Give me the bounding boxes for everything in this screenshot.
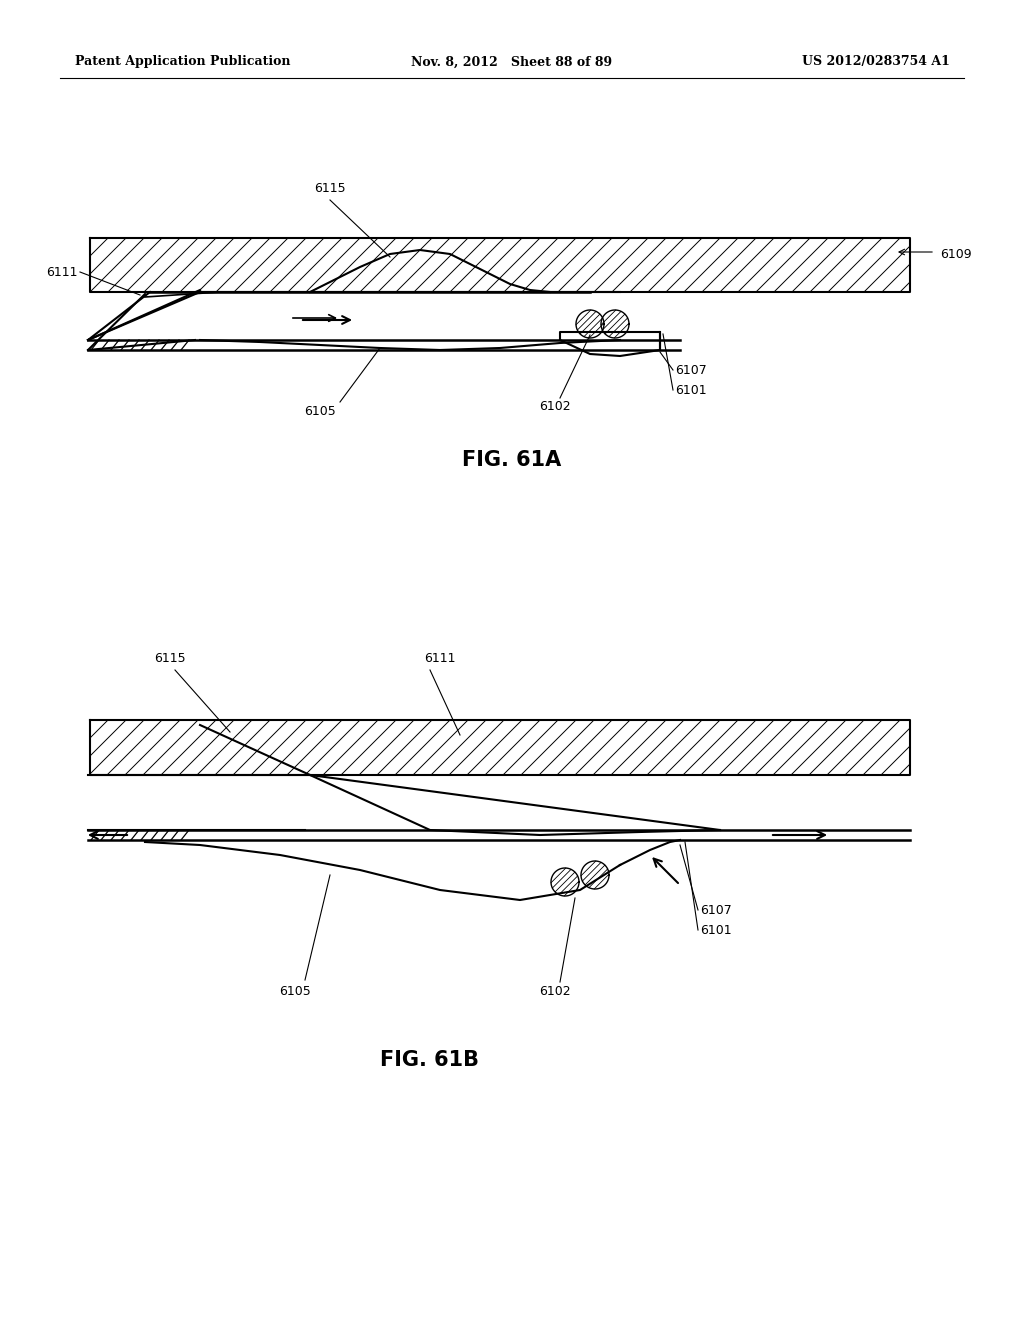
- Text: 6111: 6111: [424, 652, 456, 665]
- Text: Patent Application Publication: Patent Application Publication: [75, 55, 291, 69]
- Text: 6109: 6109: [940, 248, 972, 261]
- Text: US 2012/0283754 A1: US 2012/0283754 A1: [802, 55, 950, 69]
- Text: 6107: 6107: [700, 903, 732, 916]
- Text: 6101: 6101: [700, 924, 731, 936]
- Text: 6115: 6115: [155, 652, 185, 665]
- Text: Nov. 8, 2012   Sheet 88 of 89: Nov. 8, 2012 Sheet 88 of 89: [412, 55, 612, 69]
- Text: 6102: 6102: [540, 985, 570, 998]
- Text: 6111: 6111: [46, 265, 78, 279]
- Text: 6101: 6101: [675, 384, 707, 396]
- Text: 6105: 6105: [280, 985, 311, 998]
- Text: FIG. 61B: FIG. 61B: [381, 1049, 479, 1071]
- Text: FIG. 61A: FIG. 61A: [463, 450, 561, 470]
- Text: 6105: 6105: [304, 405, 336, 418]
- Text: 6115: 6115: [314, 182, 346, 195]
- Text: 6102: 6102: [540, 400, 570, 413]
- Text: 6107: 6107: [675, 363, 707, 376]
